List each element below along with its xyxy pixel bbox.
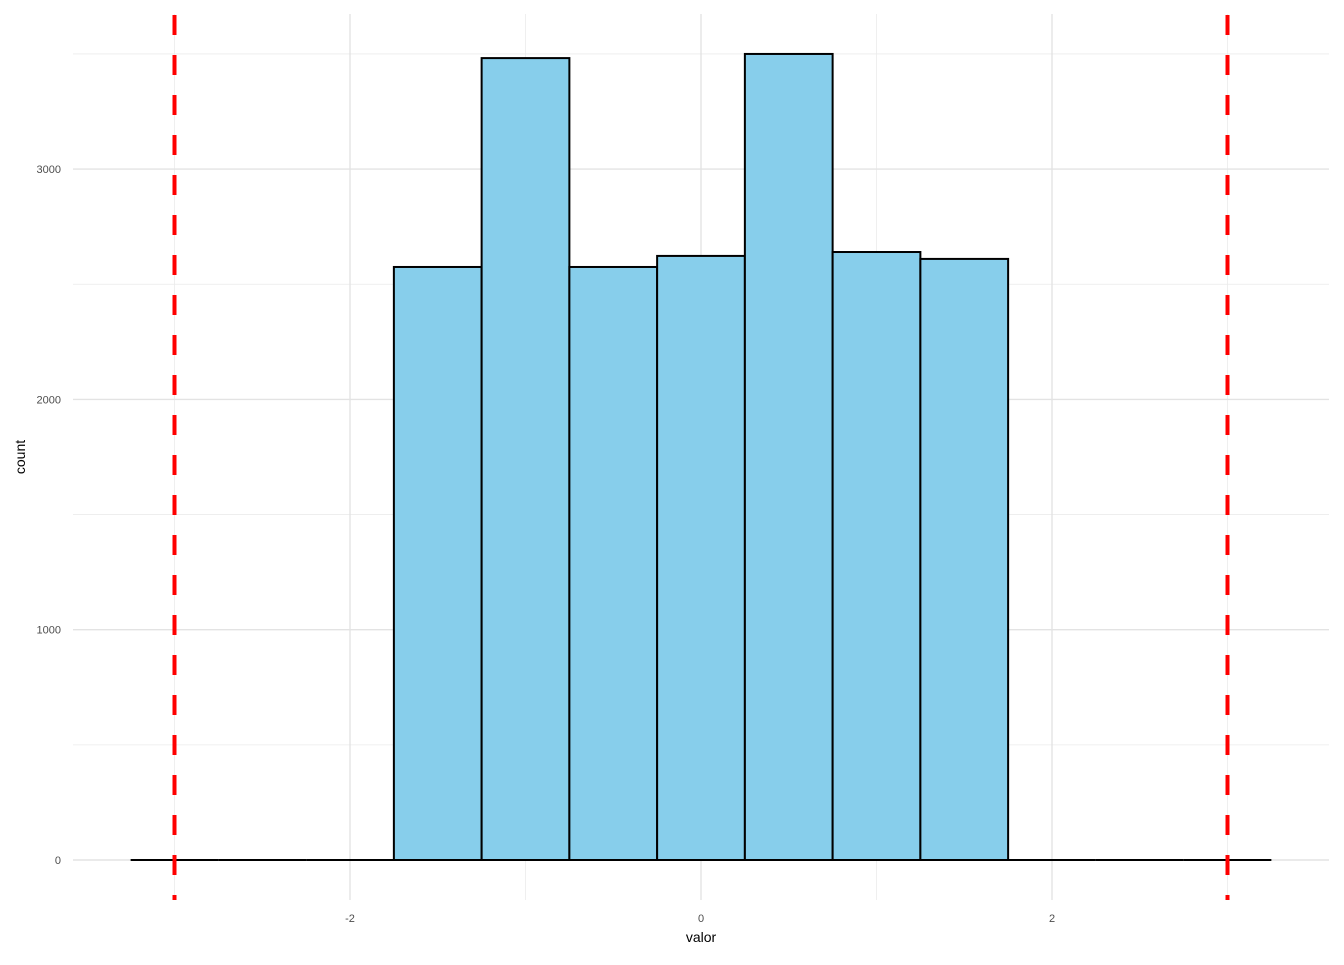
histogram-bar (743, 52, 834, 861)
y-axis-ticks: 0 1000 2000 3000 (37, 164, 61, 867)
y-tick-label: 1000 (37, 625, 61, 637)
y-tick-label: 2000 (37, 394, 61, 406)
x-tick-label: -2 (345, 913, 355, 925)
histogram-bar (656, 254, 746, 861)
histogram-bar (392, 265, 483, 862)
histogram-bar (480, 57, 571, 862)
y-tick-label: 0 (55, 855, 61, 867)
x-tick-label: 2 (1049, 913, 1055, 925)
x-axis-label: valor (686, 929, 717, 945)
histogram-bar (568, 265, 659, 862)
reference-lines (172, 14, 1230, 900)
histogram-bar (919, 257, 1010, 861)
histogram-bar (831, 251, 922, 861)
y-tick-label: 3000 (37, 164, 61, 176)
x-axis-ticks: -2 0 2 (345, 913, 1055, 925)
bars (130, 52, 1272, 862)
y-axis-label: count (12, 440, 28, 474)
x-tick-label: 0 (698, 913, 704, 925)
